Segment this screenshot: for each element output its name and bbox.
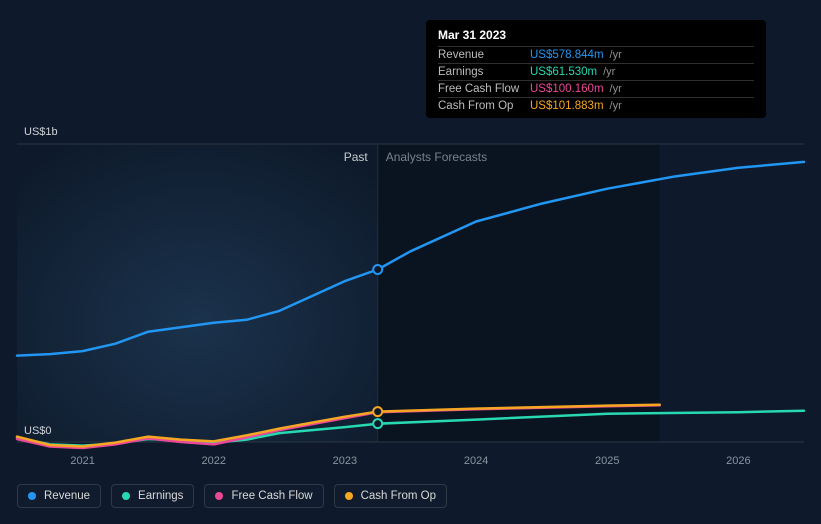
tooltip-date: Mar 31 2023: [438, 28, 754, 42]
legend-item-label: Free Cash Flow: [231, 490, 312, 502]
legend-item[interactable]: Free Cash Flow: [204, 484, 323, 508]
tooltip-row-label: Free Cash Flow: [438, 83, 524, 95]
legend-dot-icon: [345, 492, 353, 500]
tooltip-row-label: Earnings: [438, 66, 524, 78]
tooltip-row-value: US$101.883m: [530, 100, 604, 112]
chart-legend: Revenue Earnings Free Cash Flow Cash From O…: [17, 484, 447, 508]
tooltip-row: Earnings US$61.530m/yr: [438, 63, 754, 80]
x-axis-label: 2022: [202, 455, 226, 467]
marker-earnings[interactable]: [373, 419, 382, 428]
legend-item-label: Earnings: [138, 490, 183, 502]
legend-item-label: Cash From Op: [361, 490, 436, 502]
marker-cfo[interactable]: [373, 407, 382, 416]
legend-item[interactable]: Cash From Op: [334, 484, 447, 508]
tooltip-row-label: Revenue: [438, 49, 524, 61]
marker-revenue[interactable]: [373, 265, 382, 274]
tooltip-row-unit: /yr: [603, 66, 615, 78]
y-axis-label-bottom: US$0: [24, 425, 52, 437]
x-axis-label: 2024: [464, 455, 488, 467]
tooltip-row-unit: /yr: [610, 49, 622, 61]
y-axis-label-top: US$1b: [24, 126, 58, 138]
tooltip-row: Cash From Op US$101.883m/yr: [438, 97, 754, 114]
legend-item[interactable]: Earnings: [111, 484, 194, 508]
x-axis-label: 2026: [726, 455, 750, 467]
past-section-label: Past: [344, 150, 368, 164]
tooltip-row-value: US$61.530m: [530, 66, 597, 78]
legend-item-label: Revenue: [44, 490, 90, 502]
x-axis-label: 2021: [70, 455, 94, 467]
legend-dot-icon: [122, 492, 130, 500]
tooltip-row-label: Cash From Op: [438, 100, 524, 112]
legend-dot-icon: [215, 492, 223, 500]
forecast-section-label: Analysts Forecasts: [386, 150, 487, 164]
tooltip-row: Revenue US$578.844m/yr: [438, 46, 754, 63]
tooltip-row-unit: /yr: [610, 83, 622, 95]
legend-item[interactable]: Revenue: [17, 484, 101, 508]
tooltip-row-unit: /yr: [610, 100, 622, 112]
tooltip-row: Free Cash Flow US$100.160m/yr: [438, 80, 754, 97]
tooltip-row-value: US$100.160m: [530, 83, 604, 95]
tooltip-row-value: US$578.844m: [530, 49, 604, 61]
financials-chart: US$1b US$0 2021 2022 2023 2024 2025 2026 Past…: [0, 0, 821, 524]
legend-dot-icon: [28, 492, 36, 500]
x-axis-label: 2023: [333, 455, 357, 467]
x-axis-label: 2025: [595, 455, 619, 467]
chart-tooltip: Mar 31 2023 RevenueUS$578.844m/yrEarning…: [426, 20, 766, 118]
